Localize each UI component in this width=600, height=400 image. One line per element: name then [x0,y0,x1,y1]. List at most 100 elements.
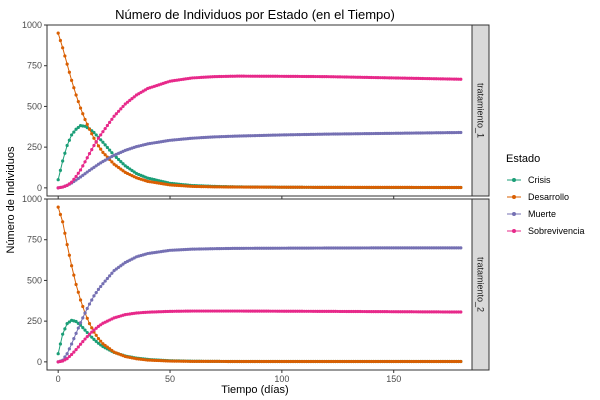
data-point [371,75,376,80]
data-point [72,130,76,134]
data-point [275,185,279,189]
data-point [311,359,315,364]
data-point [356,309,360,314]
data-point [76,176,80,181]
data-point [425,76,429,81]
data-point [430,185,434,190]
data-point [322,185,326,189]
data-point [159,310,163,314]
data-point [262,185,266,189]
data-point [219,359,224,364]
data-point [217,359,221,363]
data-point [327,359,331,364]
data-point [336,359,340,364]
data-point [407,185,411,190]
data-point [61,220,65,224]
data-point [338,75,342,79]
data-point [83,311,87,315]
data-point [318,132,322,136]
data-point [215,185,219,189]
data-point [365,359,369,364]
data-point [360,132,364,136]
data-point [450,77,454,81]
data-point [278,74,282,78]
data-point [85,316,89,320]
data-point [85,335,89,339]
data-point [394,359,398,364]
data-point [298,359,302,364]
data-point [360,246,364,250]
data-point [443,185,447,190]
data-point [329,309,333,313]
data-point [81,304,85,309]
data-point [206,309,210,313]
data-point [295,74,300,79]
data-point [78,342,83,346]
data-point [235,134,239,138]
data-point [383,246,387,250]
data-point [363,185,367,189]
legend-item-desarrollo: Desarrollo [507,192,569,202]
data-point [61,332,65,336]
data-point [300,246,304,250]
data-point [159,359,163,363]
data-point [307,74,311,79]
data-point [356,246,360,250]
data-point [193,247,197,251]
y-tick-label: 1000 [22,194,42,204]
data-point [157,358,161,363]
data-point [396,76,400,80]
data-point [331,359,335,364]
data-point [103,279,107,283]
data-point [432,131,436,135]
data-point [248,185,253,189]
data-point [443,310,447,314]
data-point [456,77,461,81]
data-point [327,246,331,250]
data-point [398,359,403,364]
data-point [351,132,356,136]
data-point [240,185,244,189]
data-point [320,359,324,364]
data-point [300,74,304,79]
data-point [231,359,235,364]
data-point [92,136,96,140]
data-point [414,359,418,364]
data-point [262,74,266,78]
data-point [282,133,286,137]
data-point [454,130,458,135]
data-point [385,246,389,250]
data-point [58,168,63,172]
data-point [208,185,212,189]
data-point [210,185,215,189]
data-point [260,133,264,138]
data-point [242,185,246,189]
data-point [385,310,389,314]
data-point [110,271,114,275]
data-point [282,185,286,189]
legend-label: Crisis [528,175,551,185]
data-point [325,359,329,364]
data-point [105,276,109,281]
data-point [434,310,438,314]
data-point [237,246,241,250]
data-point [311,185,315,189]
data-point [286,359,291,364]
data-point [199,184,203,189]
data-point [210,247,215,251]
data-point [266,133,271,137]
data-point [295,185,300,189]
data-point [116,165,121,170]
data-point [425,246,429,250]
data-point [175,309,179,313]
data-point [289,359,293,364]
data-point [70,133,74,137]
data-point [260,309,264,313]
data-point [439,185,443,190]
data-point [278,309,282,313]
data-point [387,310,391,314]
data-point [78,175,83,179]
data-point [244,246,248,250]
data-point [396,310,400,314]
y-axis-title: Número de Individuos [5,146,17,254]
